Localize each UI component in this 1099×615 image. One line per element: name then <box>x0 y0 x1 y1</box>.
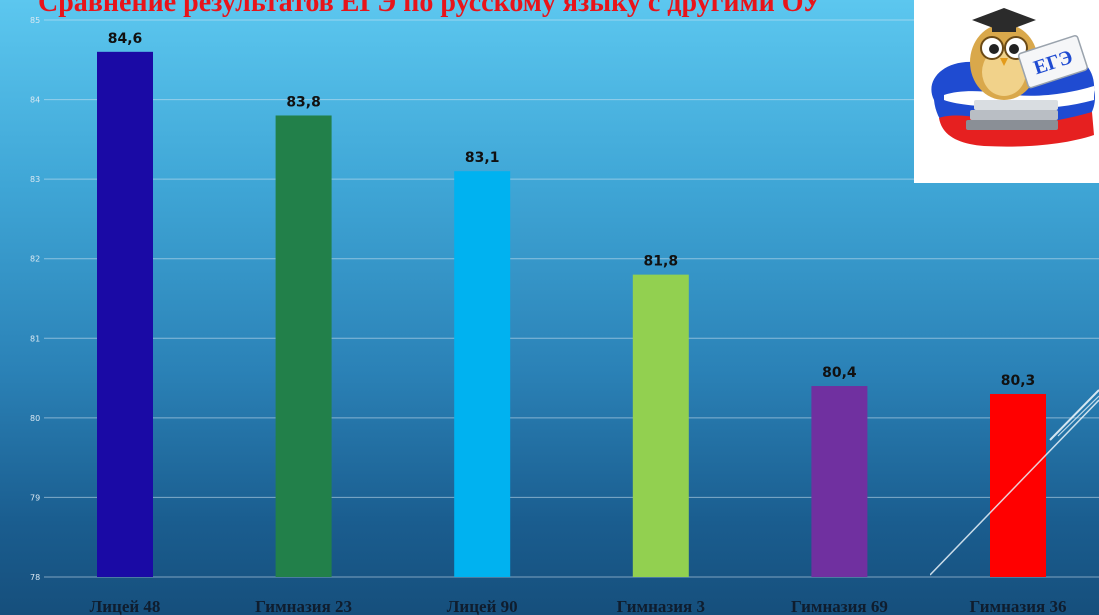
bar <box>811 386 868 577</box>
category-label: Гимназия 23 <box>255 597 352 615</box>
bar <box>275 115 332 577</box>
category-label: Лицей 90 <box>447 597 518 615</box>
category-label: Гимназия 36 <box>970 597 1067 615</box>
category-label: Гимназия 69 <box>791 597 888 615</box>
data-label: 81,8 <box>644 254 679 270</box>
y-tick-label: 85 <box>30 16 40 25</box>
data-label: 83,1 <box>465 150 500 166</box>
ege-logo: ЕГЭ <box>914 0 1099 183</box>
decorative-lines <box>930 389 1099 576</box>
y-tick-label: 82 <box>30 255 40 264</box>
category-label: Гимназия 3 <box>617 597 705 615</box>
y-tick-label: 80 <box>30 414 40 423</box>
data-label: 80,3 <box>1001 373 1036 389</box>
y-tick-label: 81 <box>30 334 40 343</box>
bar <box>454 171 511 577</box>
category-label: Лицей 48 <box>90 597 161 615</box>
y-tick-label: 83 <box>30 175 40 184</box>
y-tick-label: 78 <box>30 573 40 582</box>
bar <box>990 393 1046 577</box>
chart-title: Сравнение результатов ЕГЭ по русскому яз… <box>38 0 823 18</box>
bar <box>632 274 689 577</box>
data-label: 84,6 <box>108 31 143 47</box>
y-tick-label: 84 <box>30 96 40 105</box>
y-tick-label: 79 <box>30 493 40 502</box>
data-label: 80,4 <box>822 365 857 381</box>
data-label: 83,8 <box>286 94 321 110</box>
bar <box>97 51 153 578</box>
owl-with-ege-book-icon: ЕГЭ <box>931 8 1095 147</box>
